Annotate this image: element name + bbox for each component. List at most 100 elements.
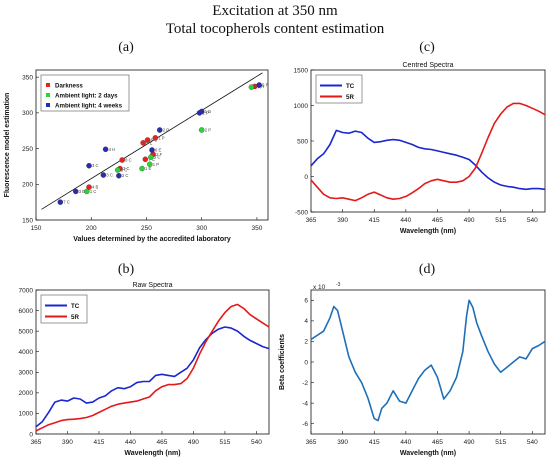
data-point bbox=[115, 167, 121, 173]
data-point bbox=[116, 172, 122, 179]
x-tick-label: 390 bbox=[62, 439, 73, 446]
x-tick-label: 415 bbox=[369, 217, 380, 224]
point-label: 4 B bbox=[92, 185, 98, 190]
series-line-tc bbox=[310, 129, 546, 191]
legend-marker bbox=[46, 103, 50, 107]
series-line-5r bbox=[35, 303, 270, 432]
point-label: 1 P bbox=[153, 162, 159, 167]
x-tick-label: 390 bbox=[337, 439, 348, 446]
y-tick-label: 2 bbox=[304, 339, 308, 346]
point-label: 2 F bbox=[156, 152, 162, 157]
point-label: 5 R bbox=[262, 83, 269, 88]
y-tick-label: 0 bbox=[304, 359, 308, 366]
x-tick-label: 465 bbox=[432, 217, 443, 224]
data-point bbox=[149, 147, 155, 153]
x-tick-label: 200 bbox=[86, 225, 97, 232]
panel-label-b: (b) bbox=[117, 262, 135, 277]
legend-label: Darkness bbox=[55, 82, 83, 89]
point-label: 2 P bbox=[203, 110, 209, 115]
panel-label-c: (c) bbox=[419, 40, 435, 55]
exponent-label: x 10 bbox=[313, 284, 326, 291]
line-chart-raw-spectra: 365 390 415 440 465 490 515 540 0 1000 2000 3000 400… bbox=[19, 282, 270, 457]
y-tick-label: 500 bbox=[297, 138, 308, 145]
data-point bbox=[84, 188, 90, 195]
data-point bbox=[102, 146, 109, 153]
legend-marker bbox=[46, 93, 50, 97]
point-label: 2 P bbox=[205, 128, 211, 133]
series-line-beta bbox=[310, 299, 546, 422]
data-point bbox=[156, 127, 163, 133]
x-tick-label: 490 bbox=[464, 439, 475, 446]
point-label: 2 P bbox=[163, 128, 169, 133]
data-point bbox=[248, 84, 255, 90]
data-point bbox=[119, 157, 125, 163]
legend-label: 5R bbox=[71, 314, 79, 321]
y-tick-label: 350 bbox=[22, 74, 33, 81]
exponent-power: -3 bbox=[336, 282, 341, 288]
panel-label-a: (a) bbox=[118, 40, 134, 55]
legend-label: TC bbox=[346, 83, 355, 90]
point-label: 2 C bbox=[122, 173, 129, 178]
x-tick-label: 540 bbox=[251, 439, 262, 446]
y-tick-label: -4 bbox=[302, 400, 308, 407]
data-point bbox=[86, 184, 92, 190]
plot-area-d bbox=[310, 289, 546, 435]
y-tick-label: 0 bbox=[29, 431, 33, 438]
line-chart-centred-spectra: 365 390 415 440 465 490 515 540 -500 0 500 1000 1500… bbox=[294, 62, 546, 235]
data-point bbox=[139, 165, 145, 172]
page-subtitle: Total tocopherols content estimation bbox=[165, 21, 385, 37]
legend-label: Ambient light: 4 weeks bbox=[55, 102, 123, 109]
data-point bbox=[100, 172, 107, 178]
x-axis-label: Wavelength (nm) bbox=[124, 450, 180, 457]
line-chart-beta-coefficients: 365 390 415 440 465 490 515 540 -6 -4 -2 0 2 4 6 Wavele… bbox=[279, 282, 546, 457]
point-label: 2 C bbox=[123, 166, 130, 171]
x-tick-label: 440 bbox=[400, 439, 411, 446]
y-tick-label: 2000 bbox=[19, 390, 34, 397]
y-tick-label: 7000 bbox=[19, 287, 34, 294]
series-line-tc bbox=[35, 326, 270, 428]
x-tick-label: 490 bbox=[188, 439, 199, 446]
x-tick-label: 250 bbox=[141, 225, 152, 232]
data-point bbox=[57, 199, 64, 205]
y-tick-label: 4000 bbox=[19, 349, 34, 356]
y-tick-label: 1000 bbox=[294, 103, 309, 110]
legend-label: TC bbox=[71, 303, 80, 310]
y-tick-label: 1500 bbox=[294, 67, 309, 74]
point-label: 4 E bbox=[146, 140, 152, 145]
data-point bbox=[198, 127, 205, 133]
point-label: 1 B bbox=[205, 109, 211, 114]
point-label: 4 H bbox=[109, 147, 116, 152]
chart-title: Raw Spectra bbox=[132, 282, 172, 289]
x-tick-label: 515 bbox=[495, 439, 506, 446]
scatter-chart-a: 150 200 250 300 350 150 200 250 300 350 Values det… bbox=[4, 69, 269, 243]
point-label: 3 E bbox=[79, 189, 85, 194]
x-tick-label: 150 bbox=[31, 225, 42, 232]
point-label: 6 E bbox=[155, 148, 161, 153]
point-label: 3 C bbox=[154, 155, 161, 160]
y-tick-label: 4 bbox=[304, 318, 308, 325]
x-tick-label: 390 bbox=[337, 217, 348, 224]
point-label: 1 C bbox=[90, 189, 97, 194]
x-axis-label: Wavelength (nm) bbox=[400, 228, 456, 235]
panel-label-d: (d) bbox=[418, 262, 436, 277]
data-point bbox=[73, 188, 79, 195]
point-label: 1 P bbox=[158, 135, 164, 140]
x-tick-label: 490 bbox=[464, 217, 475, 224]
y-tick-label: -2 bbox=[302, 380, 308, 387]
x-tick-label: 415 bbox=[94, 439, 105, 446]
point-label: 1 E bbox=[145, 166, 151, 171]
x-tick-label: 515 bbox=[495, 217, 506, 224]
x-tick-label: 350 bbox=[252, 225, 263, 232]
point-label: 3 C bbox=[121, 168, 128, 173]
page-title: Excitation at 350 nm bbox=[212, 3, 338, 19]
data-point bbox=[86, 162, 92, 169]
x-tick-label: 465 bbox=[432, 439, 443, 446]
y-tick-label: -6 bbox=[302, 421, 308, 428]
y-tick-label: 300 bbox=[22, 110, 33, 117]
x-tick-label: 415 bbox=[369, 439, 380, 446]
point-label: 3 C bbox=[92, 163, 99, 168]
point-label: 8 C bbox=[125, 158, 132, 163]
y-tick-label: 3000 bbox=[19, 370, 34, 377]
data-point bbox=[256, 82, 262, 88]
legend-box bbox=[40, 294, 88, 324]
